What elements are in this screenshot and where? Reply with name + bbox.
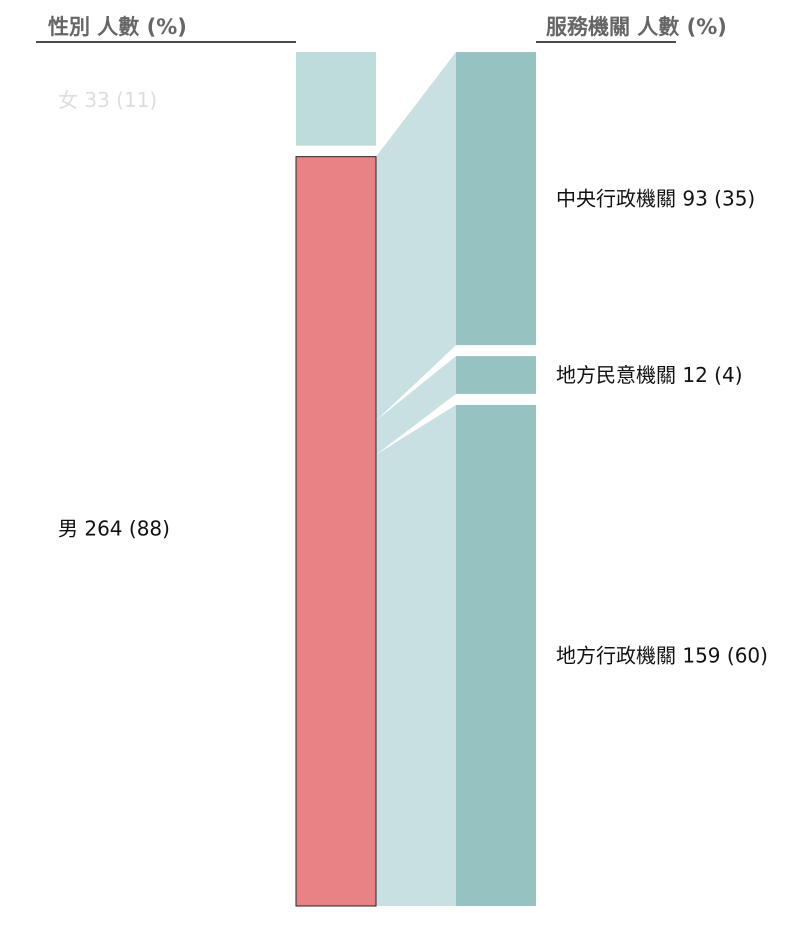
right-node-bar[interactable] [456,52,536,346]
sankey-link [376,404,456,906]
right-node-bar[interactable] [456,356,536,394]
sankey-link [376,356,456,455]
labels-layer: 女 33 (11) 男 264 (88) 中央行政機關 93 (35) 地方民意機關 … [58,88,768,667]
left-node-bar[interactable] [295,156,377,907]
right-node-label: 地方民意機關 12 (4) [556,363,743,387]
right-header: 服務機關 人數 (%) [546,15,727,39]
sankey-link [376,52,456,421]
left-node-bar[interactable] [296,52,376,146]
left-node-label: 男 264 (88) [58,516,170,540]
nodes-layer [295,52,536,907]
left-header: 性別 人數 (%) [48,15,187,39]
right-node-bar[interactable] [456,404,536,906]
left-node-label: 女 33 (11) [58,88,157,112]
links-layer [376,52,456,906]
right-node-label: 地方行政機關 159 (60) [556,643,768,667]
right-node-label: 中央行政機關 93 (35) [556,187,755,211]
